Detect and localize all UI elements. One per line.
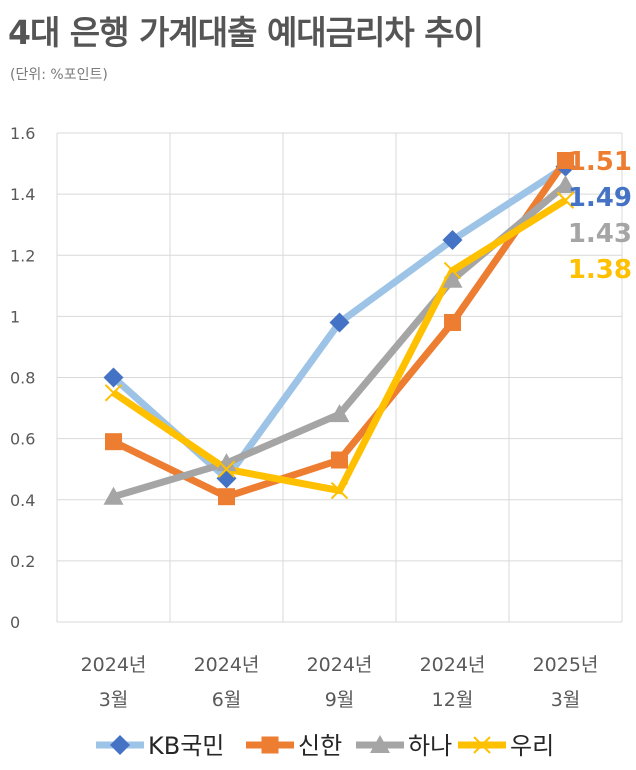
marker-x-stroke	[473, 736, 491, 754]
data-point-1-3	[444, 313, 461, 331]
x-tick-label: 3월	[551, 689, 581, 711]
data-point-1-4	[557, 152, 574, 170]
y-tick-label: 1.4	[10, 185, 35, 204]
data-point-0-2	[329, 312, 350, 333]
legend-swatch-marker	[261, 736, 279, 754]
data-point-3-3	[443, 261, 462, 280]
legend-swatch-marker	[110, 735, 130, 755]
end-label-2: 1.43	[568, 219, 632, 249]
legend-swatch-marker	[370, 735, 390, 753]
marker-x-stroke	[104, 384, 123, 402]
series-line-3	[111, 197, 568, 495]
end-label-1: 1.51	[568, 147, 632, 177]
data-point-3-1	[217, 460, 236, 478]
y-tick-label: 1	[10, 307, 20, 326]
data-point-1-0	[105, 433, 122, 451]
y-tick-label: 0	[10, 613, 20, 632]
chart-title: 4대 은행 가계대출 예대금리차 추이	[8, 13, 484, 52]
x-tick-label: 2024년	[194, 654, 260, 676]
data-point-3-4	[556, 191, 575, 209]
end-label-3: 1.38	[568, 255, 632, 285]
series-line-2	[112, 182, 568, 501]
data-point-0-0	[103, 367, 124, 388]
end-label-0: 1.49	[568, 183, 632, 213]
y-tick-label: 0.4	[10, 491, 35, 510]
chart-subtitle: (단위: %포인트)	[10, 67, 108, 83]
data-point-2-2	[329, 404, 350, 423]
legend-item-1: 신한	[246, 732, 342, 760]
data-point-3-2	[330, 481, 349, 500]
x-tick-label: 3월	[99, 689, 129, 711]
legend-label: 하나	[408, 732, 452, 760]
y-tick-label: 1.2	[10, 246, 35, 265]
legend-item-3: 우리	[458, 732, 554, 760]
legend-item-0: KB국민	[96, 732, 224, 760]
x-tick-label: 2024년	[81, 654, 147, 676]
data-point-1-2	[331, 451, 348, 469]
x-tick-label: 12월	[432, 689, 474, 711]
data-point-2-0	[103, 486, 124, 505]
marker-x-stroke	[330, 481, 349, 500]
x-tick-label: 2024년	[307, 654, 373, 676]
legend-label: 신한	[298, 732, 342, 760]
data-point-3-0	[104, 384, 123, 402]
marker-x-stroke	[556, 191, 575, 209]
legend-label: 우리	[510, 732, 554, 760]
x-tick-label: 2025년	[533, 654, 599, 676]
legend-item-2: 하나	[356, 732, 452, 760]
x-tick-label: 6월	[212, 689, 242, 711]
y-tick-label: 1.6	[10, 124, 35, 143]
data-point-2-4	[555, 174, 576, 193]
marker-x-stroke	[217, 460, 236, 478]
data-point-0-3	[442, 229, 463, 250]
data-point-1-1	[218, 488, 235, 506]
x-tick-label: 2024년	[420, 654, 486, 676]
data-point-2-3	[442, 269, 463, 288]
y-tick-label: 0.8	[10, 369, 35, 388]
legend-label: KB국민	[148, 732, 224, 760]
legend-swatch-marker	[473, 736, 491, 754]
y-tick-label: 0.2	[10, 552, 35, 571]
y-tick-label: 0.6	[10, 430, 35, 449]
x-tick-label: 9월	[325, 689, 355, 711]
marker-x-stroke	[443, 261, 462, 280]
data-point-2-1	[216, 453, 237, 472]
